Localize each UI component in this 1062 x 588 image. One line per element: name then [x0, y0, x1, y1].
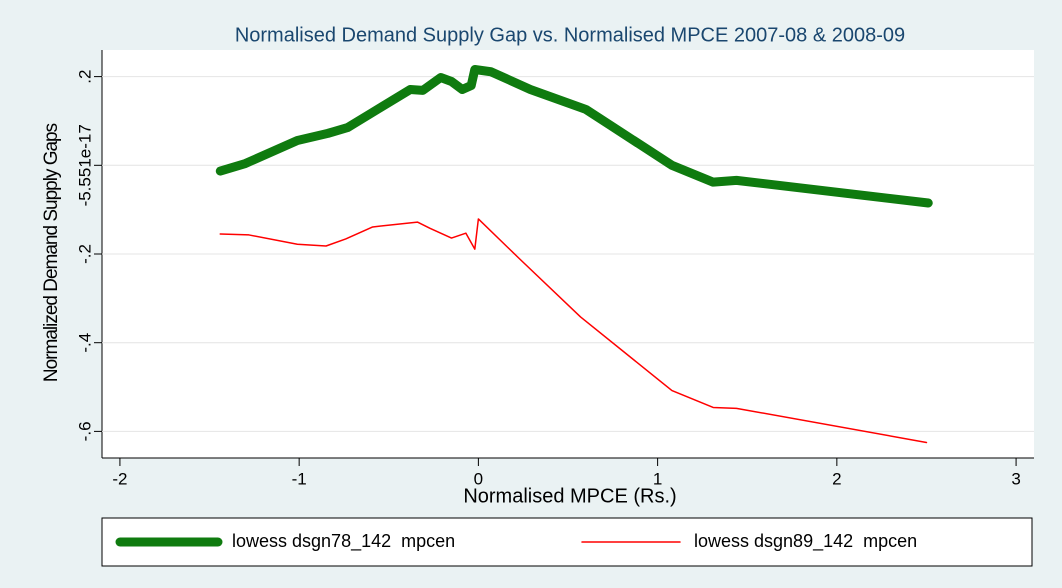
legend-label: lowess dsgn78_142 mpcen — [232, 531, 455, 552]
x-tick-label: 0 — [474, 469, 483, 488]
x-tick-label: 2 — [832, 469, 841, 488]
x-tick-label: -1 — [292, 469, 307, 488]
x-axis-label: Normalised MPCE (Rs.) — [463, 485, 676, 507]
y-tick-label: .2 — [75, 70, 94, 84]
series-line — [215, 65, 933, 208]
y-tick-label: -5.551e-17 — [75, 124, 94, 206]
chart-title: Normalised Demand Supply Gap vs. Normali… — [235, 24, 905, 46]
y-tick-label: -.2 — [75, 244, 94, 264]
x-tick-label: 3 — [1011, 469, 1020, 488]
legend-label: lowess dsgn89_142 mpcen — [694, 531, 917, 552]
y-tick-label: -.4 — [75, 333, 94, 353]
series-line — [219, 218, 928, 444]
y-axis-label: Normalized Demand Supply Gaps — [41, 123, 62, 382]
y-tick-label: -.6 — [75, 421, 94, 441]
legend-box — [101, 517, 1033, 567]
x-tick-label: -2 — [112, 469, 127, 488]
x-tick-label: 1 — [653, 469, 662, 488]
